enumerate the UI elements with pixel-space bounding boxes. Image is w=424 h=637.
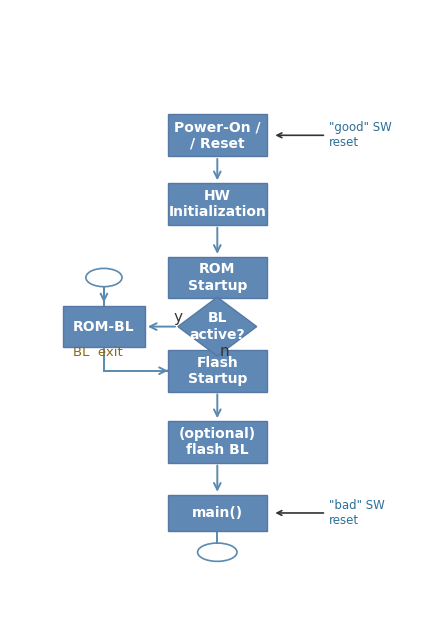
Text: BL
active?: BL active? <box>190 311 245 341</box>
Text: y: y <box>174 310 183 326</box>
Text: HW
Initialization: HW Initialization <box>168 189 266 219</box>
FancyBboxPatch shape <box>168 115 267 156</box>
Text: main(): main() <box>192 506 243 520</box>
Polygon shape <box>178 297 257 356</box>
FancyBboxPatch shape <box>168 257 267 298</box>
Text: "good" SW
reset: "good" SW reset <box>277 121 392 149</box>
Text: (optional)
flash BL: (optional) flash BL <box>179 427 256 457</box>
FancyBboxPatch shape <box>168 494 267 531</box>
Text: ROM
Startup: ROM Startup <box>187 262 247 292</box>
Text: ROM-BL: ROM-BL <box>73 320 135 334</box>
Text: "bad" SW
reset: "bad" SW reset <box>277 499 385 527</box>
Text: Power-On /
/ Reset: Power-On / / Reset <box>174 120 261 150</box>
Text: BL  exit: BL exit <box>73 346 123 359</box>
FancyBboxPatch shape <box>168 350 267 392</box>
FancyBboxPatch shape <box>168 421 267 462</box>
FancyBboxPatch shape <box>168 183 267 225</box>
FancyBboxPatch shape <box>63 306 145 347</box>
Text: Flash
Startup: Flash Startup <box>187 355 247 386</box>
Text: n: n <box>220 343 229 359</box>
